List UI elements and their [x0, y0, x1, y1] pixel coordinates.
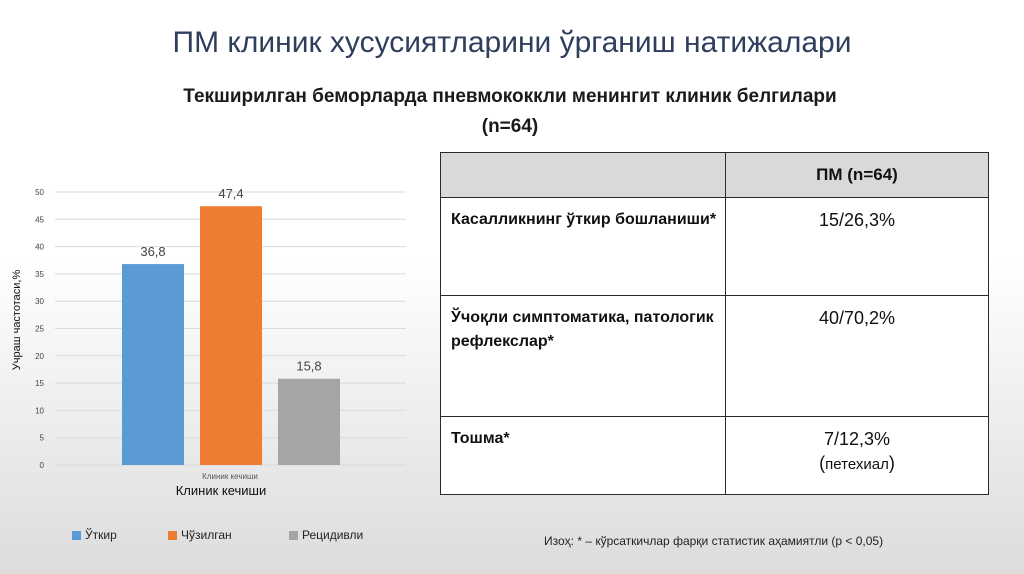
bar-2	[200, 206, 262, 466]
y-axis-title: Учраш частотаси,%	[11, 270, 23, 371]
row-value: 40/70,2%	[725, 295, 989, 417]
results-table: ПМ (n=64) Касалликнинг ўткир бошланиши* …	[440, 152, 989, 495]
legend-swatch	[168, 530, 177, 540]
row-value-text: 15/26,3%	[818, 210, 896, 230]
subtitle-line-1: Текширилган беморларда пневмококкли мени…	[183, 86, 837, 107]
y-tick-labels: 0 5 10 15 20 25 30 35 40 45 50	[35, 188, 44, 470]
y-tick-label: 40	[35, 243, 44, 252]
y-tick-label: 0	[40, 461, 45, 470]
bar-3	[278, 378, 340, 465]
bar-1	[122, 264, 184, 465]
row-label: Касалликнинг ўткир бошланиши*	[440, 197, 726, 296]
row-value-text: 7/12,3%	[823, 429, 891, 449]
chart-subtitle: Текширилган беморларда пневмококкли мени…	[180, 82, 840, 142]
bar-chart: 0 5 10 15 20 25 30 35 40 45 50 36,8 47,4 15,8 Клиник…	[11, 186, 406, 498]
legend-label: Рецидивли	[302, 528, 364, 542]
legend-label: Чўзилган	[181, 528, 232, 542]
x-category-label: Клиник кечиши	[202, 472, 258, 481]
header-pm-cell: ПМ (n=64)	[725, 152, 989, 198]
y-tick-label: 25	[35, 325, 44, 334]
legend-item: Рецидивли	[289, 528, 363, 542]
data-labels: 36,8 47,4 15,8	[140, 186, 321, 374]
slide-title: ПМ клиник хусусиятларини ўрганиш натижал…	[172, 26, 852, 59]
y-tick-label: 35	[35, 270, 44, 279]
x-axis-title: Клиник кечиши	[176, 483, 267, 498]
y-tick-label: 45	[35, 215, 44, 224]
chart-bars	[122, 206, 340, 466]
data-label: 15,8	[296, 359, 321, 374]
row-value: 7/12,3% (петехиал)	[725, 416, 989, 495]
subtitle-line-2: (n=64)	[481, 116, 539, 137]
y-tick-label: 10	[35, 406, 44, 415]
legend-item: Ўткир	[72, 528, 117, 542]
row-label: Ўчоқли симптоматика, патологик рефлексла…	[440, 295, 726, 417]
y-tick-label: 30	[35, 297, 44, 306]
legend-label: Ўткир	[85, 528, 117, 542]
results-table-wrap: ПМ (n=64) Касалликнинг ўткир бошланиши* …	[440, 152, 989, 495]
y-tick-label: 15	[35, 379, 44, 388]
footnote: Изоҳ: * – кўрсаткичлар фарқи статистик а…	[544, 534, 884, 548]
table-row: Касалликнинг ўткир бошланиши* 15/26,3%	[440, 197, 989, 296]
row-value-text: 40/70,2%	[818, 308, 896, 328]
table-row: Тошма* 7/12,3% (петехиал)	[440, 416, 989, 495]
legend-swatch	[72, 530, 81, 540]
legend-item: Чўзилган	[168, 528, 232, 542]
header-empty-cell	[440, 152, 726, 198]
y-tick-label: 5	[40, 434, 45, 443]
table-row: Ўчоқли симптоматика, патологик рефлексла…	[440, 295, 989, 417]
data-label: 36,8	[140, 244, 165, 259]
row-label: Тошма*	[440, 416, 726, 495]
legend-swatch	[289, 530, 298, 540]
row-value-note: (петехиал)	[819, 453, 895, 473]
table-header-row: ПМ (n=64)	[440, 152, 989, 198]
y-tick-label: 50	[35, 188, 44, 197]
data-label: 47,4	[218, 186, 243, 201]
row-value: 15/26,3%	[725, 197, 989, 296]
y-tick-label: 20	[35, 352, 44, 361]
